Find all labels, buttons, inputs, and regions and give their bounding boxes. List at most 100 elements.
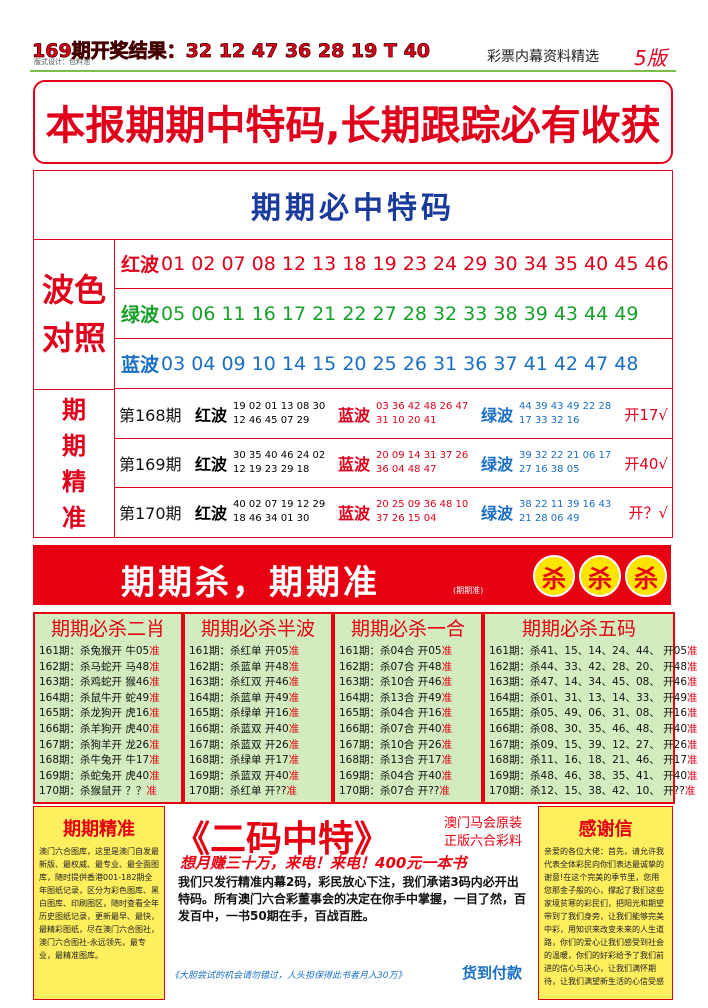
right-panel: 感谢信 亲爱的各位大佬：首先，请允许我代表全体彩民向你们表达最诚挚的谢意!在这个… <box>538 806 673 1000</box>
kill-text: 167期：杀狗羊开 龙26 <box>39 738 150 751</box>
issue: 第168期 <box>119 406 182 425</box>
wave-label: 波色 对照 <box>34 239 115 390</box>
number-line: 31 10 20 41 <box>376 415 437 426</box>
group-numbers: 20 25 09 36 48 10 37 26 15 04 <box>376 498 468 526</box>
number-line: 20 25 09 36 48 10 <box>376 499 469 510</box>
group-name: 红波 <box>195 504 228 523</box>
kill-mark: 准 <box>687 676 698 689</box>
group-name: 蓝波 <box>338 455 371 474</box>
kill-row: 169期：杀48、46、38、35、41、 开40准 <box>485 769 698 785</box>
kill-box: 期期必杀五码 161期：杀41、15、14、24、44、 开05准 162期：杀44… <box>483 612 698 804</box>
kill-text: 168期：杀绿单 开17 <box>189 754 289 767</box>
kill-mark: 准 <box>441 676 453 689</box>
kill-row: 170期：杀红单 开??准 <box>185 784 331 800</box>
wave-group: 绿波 39 32 22 21 06 17 27 16 38 05 <box>481 449 624 477</box>
group-numbers: 40 02 07 19 12 29 18 46 34 01 30 <box>233 498 325 526</box>
prediction-label: 期期精准 <box>34 390 115 537</box>
wave-name: 红波 <box>121 254 160 276</box>
kill-mark: 准 <box>687 769 698 782</box>
kill-row: 166期：杀蓝双 开40准 <box>185 722 331 738</box>
box-title: 期期必杀半波 <box>200 618 315 640</box>
kill-row: 167期：杀蓝双 开26准 <box>185 738 331 754</box>
kill-row: 169期：杀蛇兔开 虎40准 <box>35 769 181 785</box>
kill-mark: 准 <box>149 676 160 689</box>
kill-text: 170期：杀猴鼠开 ？？ <box>39 785 147 798</box>
wave-group: 红波 40 02 07 19 12 29 18 46 34 01 30 <box>195 498 338 526</box>
kill-row: 167期：杀10合 开26准 <box>335 738 481 754</box>
kill-text: 162期：杀07合 开48 <box>339 660 442 673</box>
kill-text: 163期：杀红双 开46 <box>189 676 289 689</box>
kill-row: 165期：杀04合 开16准 <box>335 706 481 722</box>
wave-group: 绿波 38 22 11 39 16 43 21 28 06 49 <box>481 498 624 526</box>
wave-group: 红波 19 02 01 13 08 30 12 46 45 07 29 <box>195 400 338 428</box>
kill-text: 161期：杀41、15、14、24、44、 开05 <box>489 645 688 657</box>
number-line: 20 09 14 31 37 26 <box>376 450 469 461</box>
kill-mark: 准 <box>439 785 450 798</box>
wave-group: 蓝波 03 36 42 48 26 47 31 10 20 41 <box>338 400 481 428</box>
kill-row: 161期：杀兔猴开 牛05准 <box>35 644 181 660</box>
kill-text: 165期：杀05、49、06、31、08、 开16 <box>489 707 688 720</box>
number-line: 19 02 01 13 08 30 <box>233 401 326 412</box>
box-title: 期期必杀五码 <box>521 618 636 640</box>
edition: 5版 <box>634 46 667 70</box>
group-name: 蓝波 <box>338 504 371 523</box>
label-char: 期 <box>62 431 86 460</box>
kill-mark: 准 <box>441 660 453 673</box>
prediction-row: 第168期 红波 19 02 01 13 08 30 12 46 45 07 29 蓝波… <box>115 390 672 439</box>
draw-result: 169期开奖结果：32 12 47 36 28 19 T 40 <box>32 40 431 63</box>
kill-mark: 准 <box>288 645 300 657</box>
kill-row: 166期：杀08、30、35、46、48、 开40准 <box>485 722 698 738</box>
kill-text: 166期：杀08、30、35、46、48、 开40 <box>489 722 688 735</box>
number-line: 40 02 07 19 12 29 <box>233 499 326 510</box>
wave-group: 蓝波 20 09 14 31 37 26 36 04 48 47 <box>338 449 481 477</box>
prediction-row: 第170期 红波 40 02 07 19 12 29 18 46 34 01 30 蓝波… <box>115 488 672 536</box>
kill-row: 163期：杀红双 开46准 <box>185 675 331 691</box>
kill-text: 165期：杀04合 开16 <box>339 707 442 720</box>
kill-row: 165期：杀绿单 开16准 <box>185 706 331 722</box>
kill-box: 期期必杀半波 161期：杀红单 开05准 162期：杀蓝单 开48准 163期：杀红双… <box>183 612 333 804</box>
wave-group: 绿波 44 39 43 49 22 28 17 33 32 16 <box>481 400 624 428</box>
kill-text: 164期：杀13合 开49 <box>339 691 442 704</box>
group-name: 绿波 <box>481 406 514 425</box>
kill-text: 170期：杀12、15、38、42、10、 开?? <box>489 785 685 798</box>
kill-bar: 期期杀，期期准 (期期准) 杀杀杀 <box>33 545 671 605</box>
kill-mark: 准 <box>687 738 698 751</box>
kill-mark: 准 <box>149 660 160 673</box>
kill-mark: 准 <box>286 785 298 798</box>
result: 开40√ <box>624 454 668 473</box>
ad-tag: 澳门马会原装 <box>444 816 523 831</box>
panel-text: 亲爱的各位大佬：首先，请允许我代表全体彩民向你们表达最诚挚的谢意!在这个完美的季… <box>544 847 664 986</box>
badges: 杀杀杀 <box>533 555 667 597</box>
kill-mark: 准 <box>441 645 453 657</box>
wave-group: 蓝波 20 25 09 36 48 10 37 26 15 04 <box>338 498 481 526</box>
kill-text: 170期：杀红单 开?? <box>189 785 287 798</box>
kill-mark: 准 <box>288 676 300 689</box>
kill-row: 165期：杀龙狗开 虎16准 <box>35 706 181 722</box>
number-line: 12 46 45 07 29 <box>233 415 310 426</box>
label-char: 期 <box>62 395 86 424</box>
subtitle: 彩票内幕资料精选 <box>487 49 599 65</box>
wave-numbers: 03 04 09 10 14 15 20 25 26 31 36 37 41 4… <box>161 352 639 375</box>
number-line: 03 36 42 48 26 47 <box>376 401 469 412</box>
result: 开17√ <box>624 405 668 424</box>
kill-mark: 准 <box>441 707 453 720</box>
panel-title: 期期精准 <box>63 819 135 840</box>
group-numbers: 30 35 40 46 24 02 12 19 23 29 18 <box>233 449 325 477</box>
kill-text: 168期：杀牛兔开 牛17 <box>39 754 150 767</box>
kill-row: 163期：杀10合 开46准 <box>335 675 481 691</box>
kill-row: 161期：杀04合 开05准 <box>335 644 481 660</box>
group-numbers: 39 32 22 21 06 17 27 16 38 05 <box>519 449 611 477</box>
kill-row: 167期：杀狗羊开 龙26准 <box>35 738 181 754</box>
number-line: 12 19 23 29 18 <box>233 464 310 475</box>
issue: 第169期 <box>119 455 182 474</box>
kill-note: (期期准) <box>453 586 484 595</box>
kill-text: 163期：杀鸡蛇开 猴46 <box>39 676 150 689</box>
kill-title: 期期杀，期期准 <box>121 563 380 603</box>
number-line: 39 32 22 21 06 17 <box>519 450 612 461</box>
kill-mark: 准 <box>288 691 300 704</box>
kill-mark: 准 <box>441 738 453 751</box>
prediction-rows: 第168期红波 19 02 01 13 08 30 12 46 45 07 29 蓝波… <box>115 390 672 536</box>
banner: 本报期期中特码,长期跟踪必有收获 <box>33 80 673 164</box>
number-line: 30 35 40 46 24 02 <box>233 450 326 461</box>
kill-text: 168期：杀11、16、18、21、46、 开17 <box>489 754 688 767</box>
